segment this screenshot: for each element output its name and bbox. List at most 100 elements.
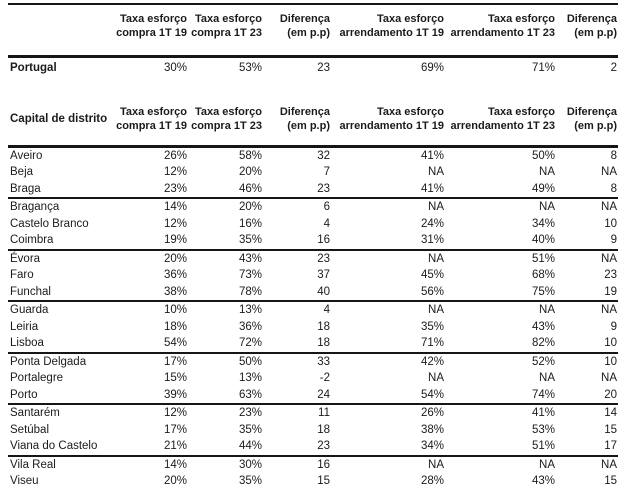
column-header-arrendamento-1t23: Taxa esforço arrendamento 1T 23: [445, 4, 556, 58]
value-cell: NA: [428, 458, 444, 471]
district-name: Lisboa: [8, 335, 115, 354]
column-header-compra-1t19: Taxa esforço compra 1T 19: [115, 99, 188, 148]
value-cell: NA: [601, 458, 617, 471]
value-cell: NA: [428, 304, 444, 317]
value-cell: 17%: [163, 355, 187, 368]
column-header-line2: arrendamento 1T 19: [339, 26, 444, 39]
district-name: Aveiro: [10, 149, 43, 162]
column-header-line1: Taxa esforço: [194, 105, 262, 118]
value-cell: 12%: [163, 166, 187, 179]
value-cell: 71%: [531, 61, 555, 74]
value-cell: 38%: [115, 283, 188, 302]
value-cell: NA: [601, 252, 617, 265]
value-cell: 42%: [420, 355, 444, 368]
value-cell: 26%: [163, 149, 187, 162]
district-table-header: Capital de distrito Taxa esforço compra …: [8, 99, 618, 148]
column-header-compra-1t23: Taxa esforço compra 1T 23: [188, 99, 263, 148]
column-header-line1: Taxa esforço: [487, 105, 555, 118]
value-cell: 12%: [163, 217, 187, 230]
corner-cell-empty: [8, 4, 115, 58]
value-cell: 20%: [238, 166, 262, 179]
table-row: Vila Real 14% 30% 16 NA NA NA: [8, 456, 618, 474]
value-cell: 41%: [531, 407, 555, 420]
value-cell: 10: [556, 335, 618, 354]
value-cell: 52%: [531, 355, 555, 368]
table-row: Lisboa 54% 72% 18 71% 82% 10: [8, 335, 618, 354]
table-row: Funchal 38% 78% 40 56% 75% 19: [8, 283, 618, 302]
table-row: Braga 23% 46% 23 41% 49% 8: [8, 180, 618, 199]
value-cell: 30%: [238, 458, 262, 471]
column-header-line1: Diferença: [566, 12, 617, 25]
value-cell: -2: [319, 372, 330, 385]
column-header-line2: compra 1T 19: [116, 26, 187, 39]
value-cell: 63%: [188, 386, 263, 405]
value-cell: 23: [604, 269, 617, 282]
column-header-line2: (em p.p): [287, 119, 330, 132]
value-cell: 14%: [163, 201, 187, 214]
column-header-line1: Diferença: [566, 105, 617, 118]
column-header-line1: Diferença: [279, 12, 330, 25]
portugal-summary-table: Taxa esforço compra 1T 19 Taxa esforço c…: [8, 3, 618, 88]
value-cell: 32: [317, 149, 330, 162]
value-cell: NA: [601, 304, 617, 317]
value-cell: 23%: [115, 180, 188, 199]
district-name: Viseu: [10, 475, 39, 488]
value-cell: 8: [610, 149, 617, 162]
value-cell: 15: [317, 475, 330, 488]
value-cell: 16: [317, 458, 330, 471]
value-cell: 43%: [531, 320, 555, 333]
value-cell: 15%: [163, 372, 187, 385]
value-cell: 15: [604, 475, 617, 488]
value-cell: 71%: [331, 335, 445, 354]
value-cell: 23: [317, 61, 330, 74]
value-cell: NA: [428, 372, 444, 385]
value-cell: 41%: [420, 149, 444, 162]
district-name: Guarda: [10, 304, 49, 317]
value-cell: 34%: [331, 438, 445, 457]
table-row: Viana do Castelo 21% 44% 23 34% 51% 17: [8, 438, 618, 457]
value-cell: 19: [556, 283, 618, 302]
value-cell: NA: [539, 372, 555, 385]
value-cell: 13%: [238, 372, 262, 385]
value-cell: 68%: [531, 269, 555, 282]
column-header-line2: compra 1T 23: [191, 26, 262, 39]
value-cell: 56%: [331, 283, 445, 302]
value-cell: 9: [556, 232, 618, 251]
value-cell: 74%: [445, 386, 556, 405]
column-header-line1: Diferença: [279, 105, 330, 118]
column-header-diferenca-compra: Diferença (em p.p): [263, 4, 331, 58]
value-cell: 19%: [115, 232, 188, 251]
value-cell: 53%: [238, 61, 262, 74]
value-cell: NA: [539, 166, 555, 179]
district-name: Bragança: [10, 201, 60, 214]
value-cell: 41%: [331, 180, 445, 199]
column-header-diferenca-arrendamento: Diferença (em p.p): [556, 4, 618, 58]
value-cell: NA: [539, 304, 555, 317]
value-cell: 14: [604, 407, 617, 420]
header-row: Taxa esforço compra 1T 19 Taxa esforço c…: [8, 4, 618, 58]
value-cell: 35%: [420, 320, 444, 333]
column-header-arrendamento-1t23: Taxa esforço arrendamento 1T 23: [445, 99, 556, 148]
table-row: Faro 36% 73% 37 45% 68% 23: [8, 267, 618, 284]
value-cell: 82%: [445, 335, 556, 354]
column-header-line2: arrendamento 1T 23: [450, 26, 555, 39]
district-name: Braga: [8, 180, 115, 199]
value-cell: NA: [601, 201, 617, 214]
value-cell: 7: [323, 166, 330, 179]
table-row: Aveiro 26% 58% 32 41% 50% 8: [8, 146, 618, 164]
value-cell: 35%: [238, 475, 262, 488]
column-header-arrendamento-1t19: Taxa esforço arrendamento 1T 19: [331, 4, 445, 58]
value-cell: 35%: [188, 232, 263, 251]
value-cell: 30%: [163, 61, 187, 74]
column-header-line2: (em p.p): [287, 26, 330, 39]
value-cell: 43%: [238, 252, 262, 265]
table-row: Castelo Branco 12% 16% 4 24% 34% 10: [8, 216, 618, 233]
value-cell: NA: [539, 458, 555, 471]
value-cell: 4: [323, 304, 330, 317]
column-header-line2: compra 1T 19: [116, 119, 187, 132]
column-header-line2: (em p.p): [574, 26, 617, 39]
value-cell: 53%: [531, 423, 555, 436]
value-cell: 13%: [238, 304, 262, 317]
table-row: Bragança 14% 20% 6 NA NA NA: [8, 198, 618, 216]
